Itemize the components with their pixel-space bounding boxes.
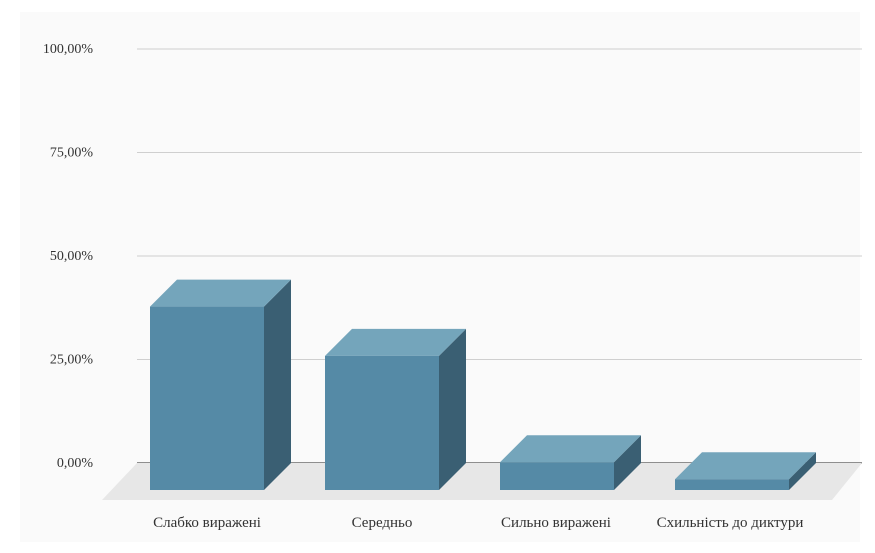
bar-front <box>500 462 614 490</box>
bar-side <box>264 279 291 490</box>
bar-front <box>675 479 789 490</box>
bar-top <box>325 328 466 356</box>
y-tick-label: 25,00% <box>50 353 94 368</box>
bar-top <box>150 279 291 307</box>
x-tick-label: Схильність до диктури <box>657 515 804 531</box>
x-tick-label: Середньо <box>352 515 413 531</box>
chart-floor <box>102 463 862 500</box>
bars <box>150 279 816 490</box>
y-tick-label: 100,00% <box>43 42 94 57</box>
bar-front <box>325 355 439 490</box>
x-tick-label: Сильно виражені <box>501 515 611 531</box>
floor-plane <box>102 463 862 500</box>
bar-side <box>789 452 816 490</box>
bar <box>325 328 466 490</box>
y-tick-label: 75,00% <box>50 146 94 161</box>
bar <box>500 435 641 490</box>
y-tick-label: 50,00% <box>50 249 94 264</box>
bar-side <box>614 435 641 490</box>
x-axis-labels: Слабко виражені Середньо Сильно виражені Сх… <box>153 515 803 531</box>
bar-top <box>500 435 641 463</box>
bar <box>150 279 291 490</box>
y-axis-ticks: 0,00% 25,00% 50,00% 75,00% 100,00% <box>43 42 94 471</box>
bar-side <box>439 328 466 490</box>
y-tick-label: 0,00% <box>57 456 94 471</box>
bar-front <box>150 306 264 490</box>
bar <box>675 452 816 490</box>
bar-top <box>675 452 816 480</box>
x-tick-label: Слабко виражені <box>153 515 261 531</box>
